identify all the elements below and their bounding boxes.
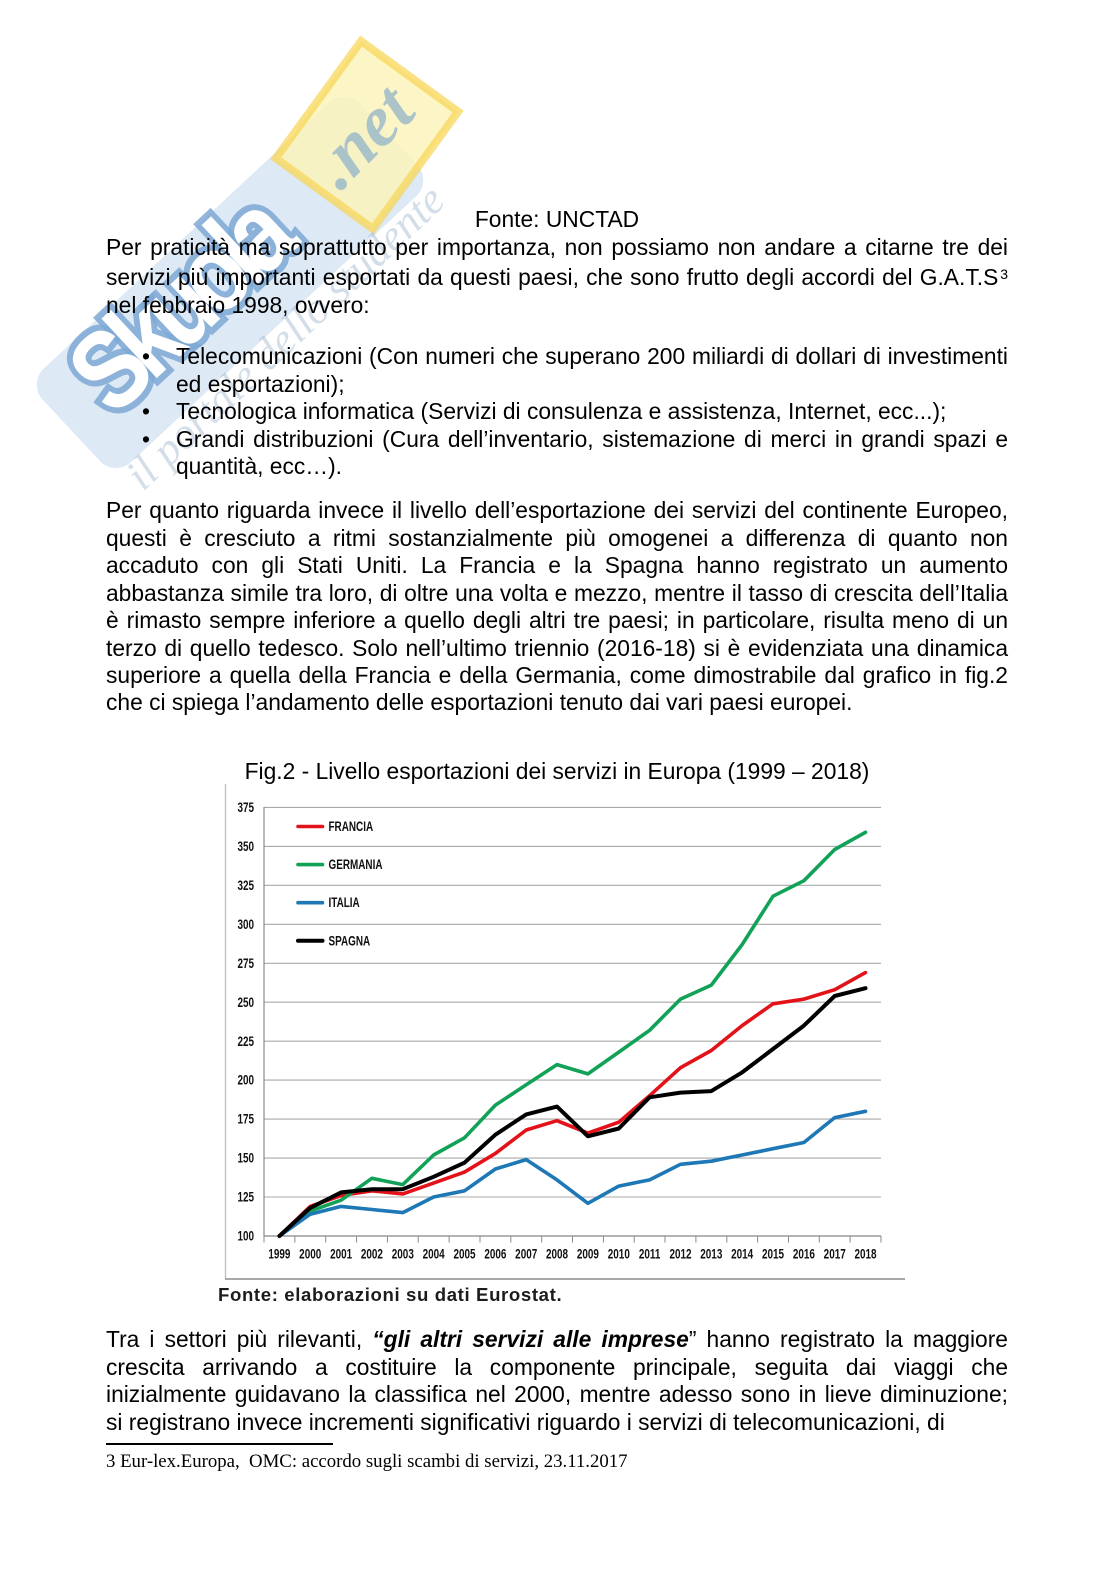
- svg-text:1999: 1999: [268, 1246, 290, 1262]
- svg-text:ITALIA: ITALIA: [329, 895, 361, 911]
- svg-text:2007: 2007: [515, 1246, 537, 1262]
- svg-text:2018: 2018: [854, 1246, 876, 1262]
- svg-text:2005: 2005: [453, 1246, 475, 1262]
- svg-text:SPAGNA: SPAGNA: [329, 933, 371, 949]
- svg-text:2016: 2016: [793, 1246, 815, 1262]
- svg-text:2013: 2013: [700, 1246, 722, 1262]
- svg-text:125: 125: [237, 1189, 254, 1205]
- svg-text:2006: 2006: [484, 1246, 506, 1262]
- svg-text:2012: 2012: [669, 1246, 691, 1262]
- svg-text:2000: 2000: [299, 1246, 321, 1262]
- svg-text:325: 325: [237, 877, 254, 893]
- svg-text:2002: 2002: [361, 1246, 383, 1262]
- svg-text:2001: 2001: [330, 1246, 352, 1262]
- svg-text:300: 300: [237, 916, 254, 932]
- svg-text:2004: 2004: [423, 1246, 445, 1262]
- svg-text:150: 150: [237, 1150, 254, 1166]
- svg-text:2003: 2003: [392, 1246, 414, 1262]
- svg-text:225: 225: [237, 1033, 254, 1049]
- svg-text:200: 200: [237, 1072, 254, 1088]
- svg-text:2015: 2015: [762, 1246, 784, 1262]
- svg-text:2010: 2010: [608, 1246, 630, 1262]
- svg-text:2011: 2011: [639, 1246, 661, 1262]
- svg-text:2008: 2008: [546, 1246, 568, 1262]
- svg-text:100: 100: [237, 1228, 254, 1244]
- svg-text:2014: 2014: [731, 1246, 753, 1262]
- svg-text:175: 175: [237, 1111, 254, 1127]
- svg-text:350: 350: [237, 838, 254, 854]
- svg-text:250: 250: [237, 994, 254, 1010]
- svg-text:FRANCIA: FRANCIA: [329, 818, 374, 834]
- svg-text:GERMANIA: GERMANIA: [329, 857, 383, 873]
- svg-text:375: 375: [237, 799, 254, 815]
- svg-text:275: 275: [237, 955, 254, 971]
- svg-text:2017: 2017: [824, 1246, 846, 1262]
- svg-text:2009: 2009: [577, 1246, 599, 1262]
